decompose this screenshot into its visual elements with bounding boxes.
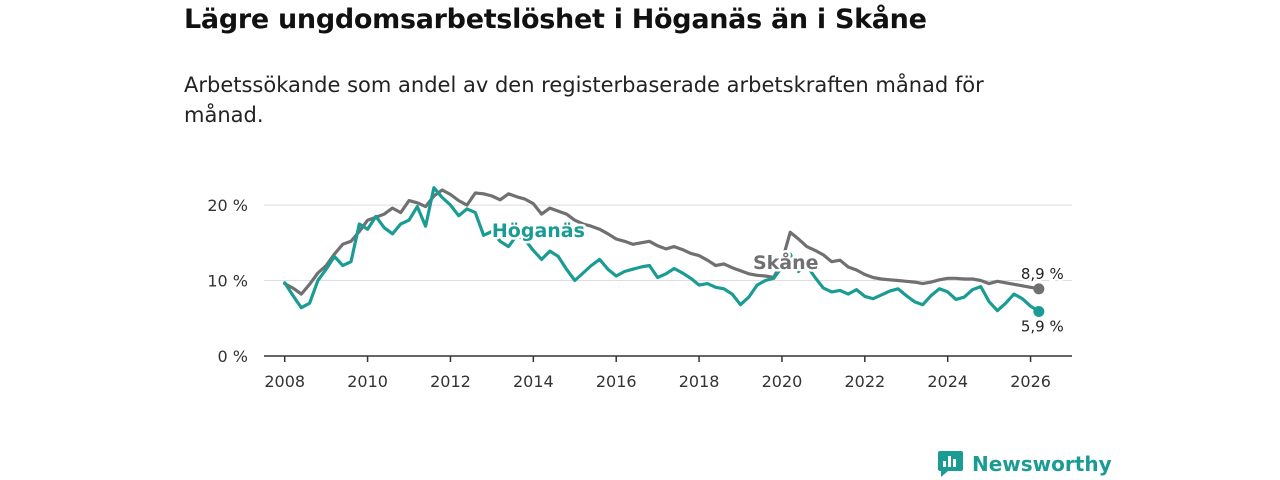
y-tick-label: 10 %	[207, 272, 248, 291]
end-label-skane: 8,9 %	[1021, 265, 1064, 283]
series-line-höganäs	[283, 186, 1041, 314]
labels: Höganäs Skåne 8,9 % 5,9 %	[489, 217, 1065, 337]
chart-title: Lägre ungdomsarbetslöshet i Höganäs än i…	[184, 4, 927, 35]
series-label-skane: Skåne	[753, 250, 819, 274]
x-tick-label: 2010	[347, 372, 388, 391]
y-tick-label: 20 %	[207, 196, 248, 215]
x-tick-label: 2018	[679, 372, 720, 391]
x-tick-label: 2024	[927, 372, 968, 391]
x-tick-label: 2012	[430, 372, 471, 391]
brand-logo[interactable]: Newsworthy	[937, 449, 1112, 478]
newsworthy-icon	[938, 451, 963, 477]
x-tick-label: 2016	[596, 372, 637, 391]
series-label-hoganas: Höganäs	[492, 220, 585, 242]
y-tick-label: 0 %	[218, 347, 248, 366]
brand-name: Newsworthy	[972, 451, 1112, 476]
x-tick-label: 2014	[513, 372, 554, 391]
x-tick-label: 2008	[264, 372, 305, 391]
series-layer	[283, 186, 1045, 317]
chart-subtitle: Arbetssökande som andel av den registerb…	[184, 73, 984, 127]
x-tick-label: 2022	[844, 372, 885, 391]
end-label-hoganas: 5,9 %	[1021, 317, 1064, 335]
x-tick-label: 2026	[1010, 372, 1051, 391]
end-point-höganäs	[1033, 305, 1045, 317]
x-tick-label: 2020	[762, 372, 803, 391]
axes: 0 % 10 % 20 % 2008 2010 2012 2014 2016 2018 2020 2…	[207, 196, 1072, 391]
end-point-skåne	[1033, 283, 1045, 295]
grid	[264, 204, 1072, 282]
series-line-skåne	[283, 188, 1041, 296]
